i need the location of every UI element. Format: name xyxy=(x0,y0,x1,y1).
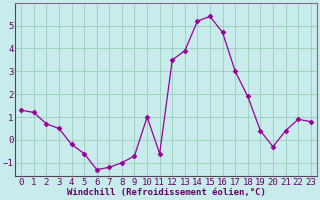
X-axis label: Windchill (Refroidissement éolien,°C): Windchill (Refroidissement éolien,°C) xyxy=(67,188,265,197)
